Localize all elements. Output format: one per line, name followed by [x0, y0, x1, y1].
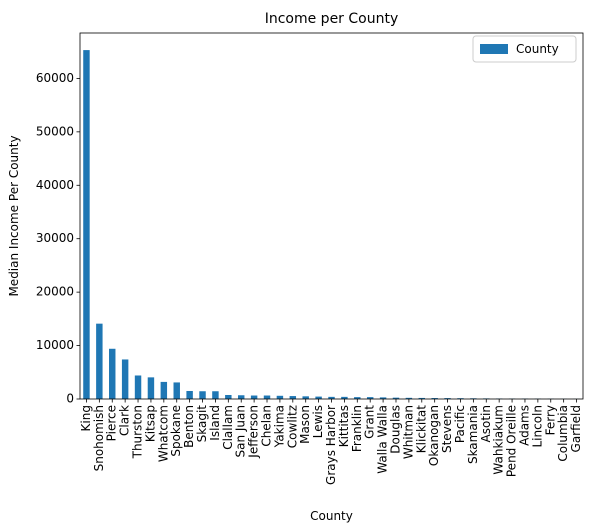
x-tick-label: Grant: [363, 405, 377, 439]
x-tick-label: Grays Harbor: [324, 405, 338, 485]
bar: [354, 397, 361, 399]
x-tick-label: Jefferson: [247, 405, 261, 459]
x-tick-label: Garfield: [569, 405, 583, 452]
bars-group: [83, 50, 580, 399]
y-tick-label: 20000: [36, 285, 74, 299]
x-tick-label: Kitsap: [143, 405, 157, 442]
x-tick-label: Walla Walla: [376, 405, 390, 474]
bar: [121, 359, 129, 399]
legend-swatch: [480, 44, 508, 54]
x-tick-label: Clallam: [221, 405, 235, 450]
y-tick-label: 0: [66, 392, 74, 406]
x-tick-label: Skamania: [466, 405, 480, 464]
bar: [444, 398, 451, 399]
x-tick-label: King: [79, 405, 93, 431]
bar: [173, 382, 180, 399]
legend: County: [472, 35, 577, 63]
y-tick-label: 50000: [36, 124, 74, 138]
bar: [379, 397, 387, 399]
bar: [237, 395, 245, 399]
x-tick-label: Lewis: [311, 405, 325, 438]
legend-label: County: [516, 42, 559, 56]
x-tick-label: Pend Oreille: [505, 405, 519, 477]
x-tick-label: Pacific: [453, 405, 467, 443]
bar: [250, 395, 258, 399]
x-axis: KingSnohomishPierceClarkThurstonKitsapWh…: [79, 399, 583, 485]
x-tick-label: Benton: [182, 405, 196, 448]
bar: [276, 395, 284, 399]
bar: [392, 397, 400, 399]
x-tick-label: Chelan: [260, 405, 274, 447]
x-tick-label: Ferry: [543, 405, 557, 435]
bar: [83, 50, 90, 399]
y-tick-label: 60000: [36, 71, 74, 85]
y-axis: 0 10000 20000 30000 40000 50000 60000: [36, 71, 80, 406]
x-tick-label: Thurston: [131, 405, 145, 459]
legend-box: [472, 35, 577, 63]
x-tick-label: Okanogan: [427, 405, 441, 466]
x-tick-label: Spokane: [169, 405, 183, 457]
bar: [212, 391, 219, 399]
x-tick-label: Mason: [298, 405, 312, 444]
y-axis-title: Median Income Per County: [7, 135, 21, 296]
bar: [160, 381, 168, 399]
bar: [302, 396, 309, 399]
x-tick-label: Franklin: [350, 405, 364, 452]
bar: [109, 348, 116, 399]
y-tick-label: 10000: [36, 338, 74, 352]
chart-title: Income per County: [265, 11, 399, 27]
bar: [431, 398, 438, 399]
bar: [225, 394, 232, 399]
x-tick-label: Klickitat: [414, 405, 428, 453]
x-axis-title: County: [310, 509, 353, 523]
bar: [418, 397, 426, 399]
x-tick-label: Clark: [118, 405, 132, 436]
x-tick-label: Columbia: [556, 405, 570, 462]
bar: [147, 377, 155, 399]
bar: [134, 375, 142, 399]
bar: [289, 396, 297, 399]
x-tick-label: Adams: [517, 405, 531, 446]
bar: [96, 323, 103, 399]
x-tick-label: Cowlitz: [285, 405, 299, 448]
plot-frame: [79, 32, 584, 400]
bar: [186, 390, 193, 399]
bar: [328, 396, 335, 399]
bar: [366, 397, 374, 399]
bar: [263, 395, 271, 399]
x-tick-label: Whitman: [401, 405, 415, 459]
x-tick-label: Snohomish: [92, 405, 106, 471]
x-tick-label: Asotin: [479, 405, 493, 442]
y-tick-label: 30000: [36, 231, 74, 245]
x-tick-label: Whatcom: [156, 405, 170, 462]
x-tick-label: Wahkiakum: [492, 405, 506, 475]
x-tick-label: San Juan: [234, 405, 248, 458]
bar: [199, 391, 206, 399]
x-tick-label: Kittitas: [337, 405, 351, 447]
x-tick-label: Pierce: [105, 405, 119, 441]
bar: [341, 396, 348, 399]
x-tick-label: Stevens: [440, 405, 454, 453]
x-tick-label: Lincoln: [530, 405, 544, 448]
bar: [405, 397, 413, 399]
y-tick-label: 40000: [36, 178, 74, 192]
bar: [315, 396, 322, 399]
x-tick-label: Douglas: [388, 405, 402, 454]
x-tick-label: Yakima: [272, 405, 286, 448]
bar: [457, 398, 464, 399]
x-tick-label: Island: [208, 405, 222, 441]
x-tick-label: Skagit: [195, 405, 209, 443]
